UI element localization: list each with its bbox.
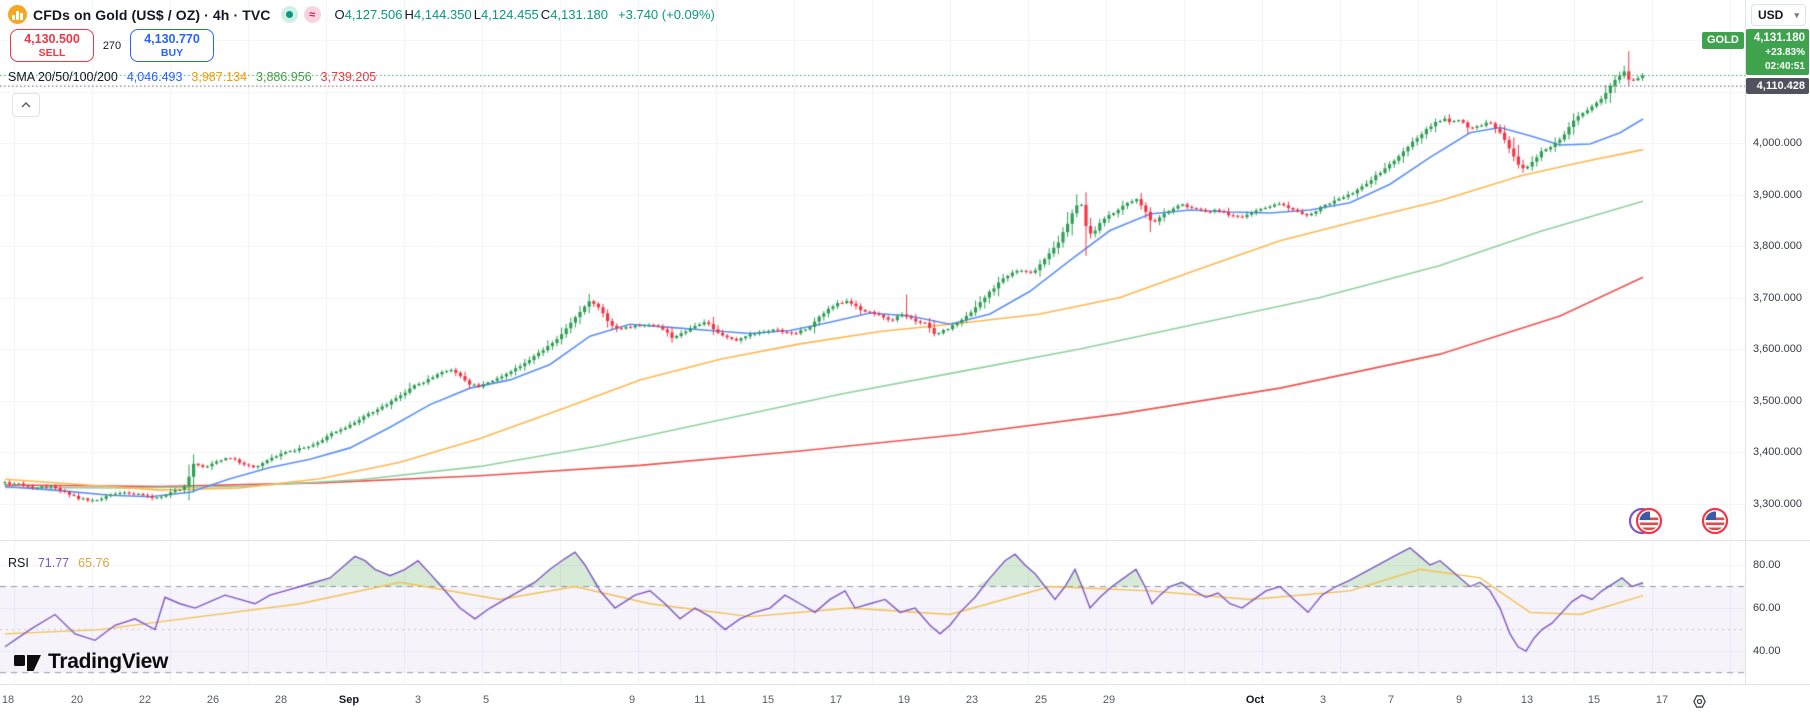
ohlc-readout: O4,127.506 H4,144.350 L4,124.455 C4,131.180… (335, 7, 715, 22)
ohlc-field: L4,124.455 (473, 7, 539, 22)
symbol-price-tag: GOLD (1702, 32, 1744, 49)
us-flag-icon (1635, 507, 1663, 535)
time-axis-label: Sep (338, 694, 360, 706)
time-axis-label: 26 (206, 694, 220, 706)
market-status-icon[interactable] (280, 6, 298, 23)
time-axis-label: 11 (694, 694, 706, 706)
tradingview-logo-icon (14, 655, 41, 671)
price-axis-label: 40.00 (1753, 645, 1781, 657)
ohlc-change: +3.740 (+0.09%) (618, 7, 715, 22)
price-axis-label: 3,900.000 (1753, 188, 1802, 201)
time-axis-label: 23 (965, 694, 979, 706)
buy-label: BUY (160, 46, 184, 59)
price-axis-label: 60.00 (1753, 602, 1781, 614)
sma-value: 3,886.956 (256, 70, 312, 84)
time-axis-label: 15 (761, 694, 775, 706)
time-axis-label: 9 (1455, 694, 1463, 706)
currency-selector[interactable]: USD ▾ (1751, 4, 1806, 26)
secondary-price-tag: 4,110.428 (1746, 78, 1809, 94)
tradingview-watermark[interactable]: TradingView (14, 650, 168, 674)
chevron-down-icon: ▾ (1794, 9, 1799, 20)
time-axis-label: 22 (138, 694, 152, 706)
gold-symbol-icon (8, 5, 27, 24)
time-axis-label: 5 (482, 694, 490, 706)
price-axis-label: 3,400.000 (1753, 446, 1802, 458)
last-price: 4,131.180 (1753, 31, 1805, 44)
time-axis-label: 18 (1, 694, 15, 706)
time-axis-label: 15 (1587, 694, 1601, 706)
rsi-value: 65.76 (78, 556, 110, 570)
time-axis-label: 20 (70, 694, 84, 706)
time-axis-label: 3 (414, 694, 422, 706)
chart-canvas[interactable] (0, 0, 1745, 684)
sma-values: 4,046.493 3,987.134 3,886.956 3,739.205 (127, 70, 385, 84)
rsi-value: 71.77 (37, 556, 70, 570)
price-axis-label: 3,700.000 (1753, 291, 1802, 304)
rsi-values: 71.77 65.76 (38, 556, 119, 570)
us-economic-event-icon[interactable] (1700, 506, 1730, 541)
sell-button[interactable]: 4,130.500 SELL (10, 29, 94, 62)
pane-separator[interactable] (0, 540, 1810, 541)
us-economic-event-icon-group[interactable] (1628, 506, 1668, 541)
time-axis-label: 3 (1319, 694, 1327, 706)
sma-legend[interactable]: SMA 20/50/100/200 4,046.493 3,987.134 3,88… (8, 70, 385, 84)
sell-price: 4,130.500 (24, 32, 80, 47)
session-change-pct: +23.83% (1765, 46, 1805, 58)
price-scale[interactable]: USD ▾ 4,000.000 3,900.000 3,800.000 3,700.0… (1745, 0, 1810, 684)
sma-value: 3,739.205 (320, 70, 377, 84)
time-scale[interactable]: 18 20 22 26 28 Sep 3 5 9 11 15 17 19 23 25 29 Oct 3 7 9 13 15… (0, 684, 1810, 718)
price-axis-label: 3,600.000 (1753, 343, 1802, 355)
axis-settings-button[interactable] (1689, 691, 1709, 711)
time-axis-label: 28 (274, 694, 288, 706)
sell-label: SELL (38, 46, 66, 59)
trade-widget: 4,130.500 SELL 270 4,130.770 BUY (10, 29, 214, 62)
bar-countdown: 02:40:51 (1764, 60, 1805, 72)
time-axis-label: 29 (1102, 694, 1116, 706)
gear-icon (1692, 694, 1706, 708)
sma-label: SMA 20/50/100/200 (8, 70, 118, 84)
time-axis-label: 9 (628, 694, 636, 706)
price-axis-label: 80.00 (1753, 559, 1781, 571)
last-price-box: 4,131.180 +23.83% 02:40:51 (1746, 29, 1809, 75)
price-axis-label: 3,800.000 (1753, 240, 1802, 252)
buy-price: 4,130.770 (144, 32, 200, 47)
price-axis-label: 3,300.000 (1753, 497, 1802, 510)
rsi-legend[interactable]: RSI 71.77 65.76 (8, 556, 118, 570)
chevron-up-icon (21, 102, 31, 108)
symbol-header: CFDs on Gold (US$ / OZ) · 4h · TVC ≈ O4,… (8, 5, 715, 24)
buy-button[interactable]: 4,130.770 BUY (130, 29, 214, 62)
rsi-label: RSI (8, 556, 29, 570)
time-axis-label: 25 (1034, 694, 1048, 706)
watermark-text: TradingView (48, 650, 169, 673)
sma-value: 4,046.493 (126, 70, 183, 84)
ohlc-field: H4,144.350 (404, 7, 472, 22)
symbol-title[interactable]: CFDs on Gold (US$ / OZ) · 4h · TVC (33, 6, 271, 23)
currency-value: USD (1758, 8, 1784, 22)
time-axis-label: 7 (1387, 694, 1395, 706)
collapse-legend-button[interactable] (12, 93, 40, 117)
time-axis-label: 17 (1655, 694, 1669, 706)
time-axis-label: 17 (829, 694, 843, 706)
spread-value: 270 (102, 39, 122, 52)
ohlc-field: O4,127.506 (334, 7, 403, 22)
time-axis-label: Oct (1245, 694, 1265, 706)
ohlc-field: C4,131.180 (540, 7, 609, 22)
time-axis-label: 19 (897, 694, 911, 706)
price-axis-label: 3,500.000 (1753, 394, 1802, 407)
sma-value: 3,987.134 (191, 70, 248, 84)
price-axis-label: 4,000.000 (1753, 137, 1802, 149)
data-mode-icon[interactable]: ≈ (303, 6, 321, 23)
time-axis-label: 13 (1520, 694, 1534, 706)
